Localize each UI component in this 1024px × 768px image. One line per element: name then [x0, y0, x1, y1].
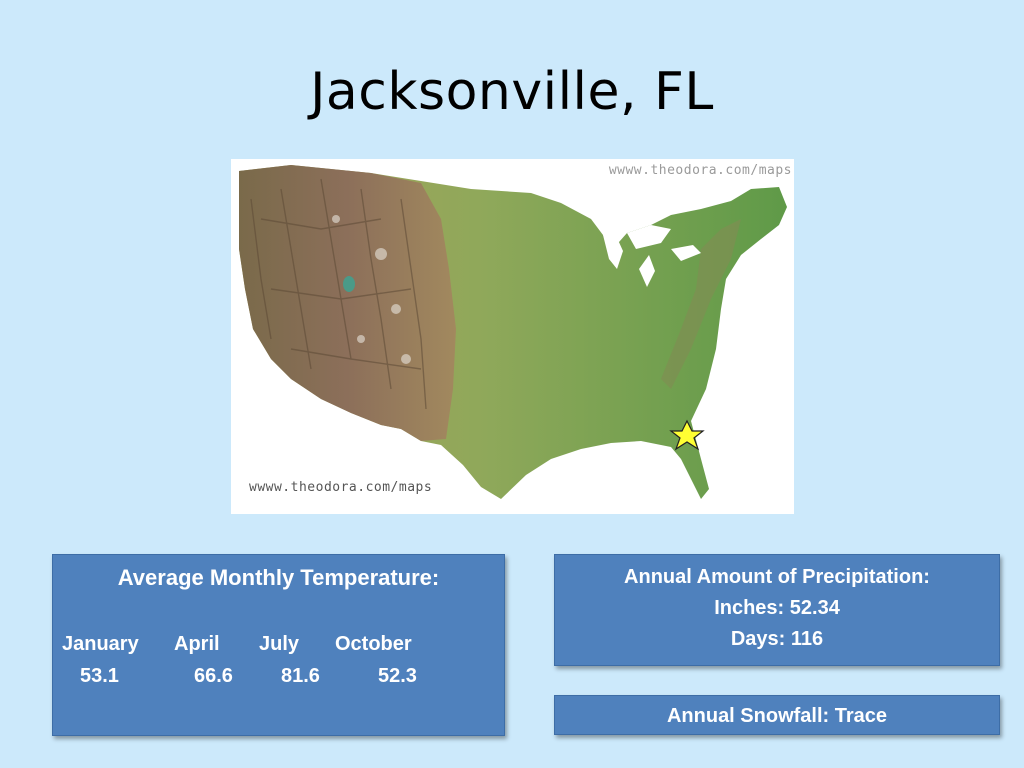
precipitation-inches: Inches: 52.34	[714, 597, 840, 619]
western-mountains	[239, 165, 456, 441]
map-graphic	[239, 165, 787, 499]
slide-title: Jacksonville, FL	[310, 62, 714, 122]
precipitation-days: Days: 116	[730, 628, 824, 650]
us-terrain-map: wwww.theodora.com/maps wwww.theodora.com…	[231, 159, 794, 514]
great-lakes	[603, 229, 623, 269]
month-label: October	[335, 633, 412, 655]
temperature-value: 81.6	[281, 665, 320, 687]
precipitation-box: Annual Amount of Precipitation: Inches: …	[554, 554, 1000, 666]
star-icon	[669, 419, 705, 451]
temperature-box: Average Monthly Temperature: January Apr…	[52, 554, 505, 736]
temperature-value: 66.6	[194, 665, 233, 687]
month-label: April	[174, 633, 220, 655]
temperature-heading: Average Monthly Temperature:	[117, 565, 440, 590]
map-watermark-bottom: wwww.theodora.com/maps	[249, 480, 433, 495]
temperature-value: 53.1	[80, 665, 119, 687]
map-watermark-top: wwww.theodora.com/maps	[608, 163, 792, 178]
month-label: January	[62, 633, 139, 655]
precipitation-heading: Annual Amount of Precipitation:	[624, 566, 930, 588]
appalachian-mountains	[661, 219, 741, 389]
snowfall-box: Annual Snowfall: Trace	[554, 695, 1000, 735]
temperature-value: 52.3	[378, 665, 417, 687]
great-salt-lake	[343, 276, 355, 292]
month-label: July	[259, 633, 300, 655]
